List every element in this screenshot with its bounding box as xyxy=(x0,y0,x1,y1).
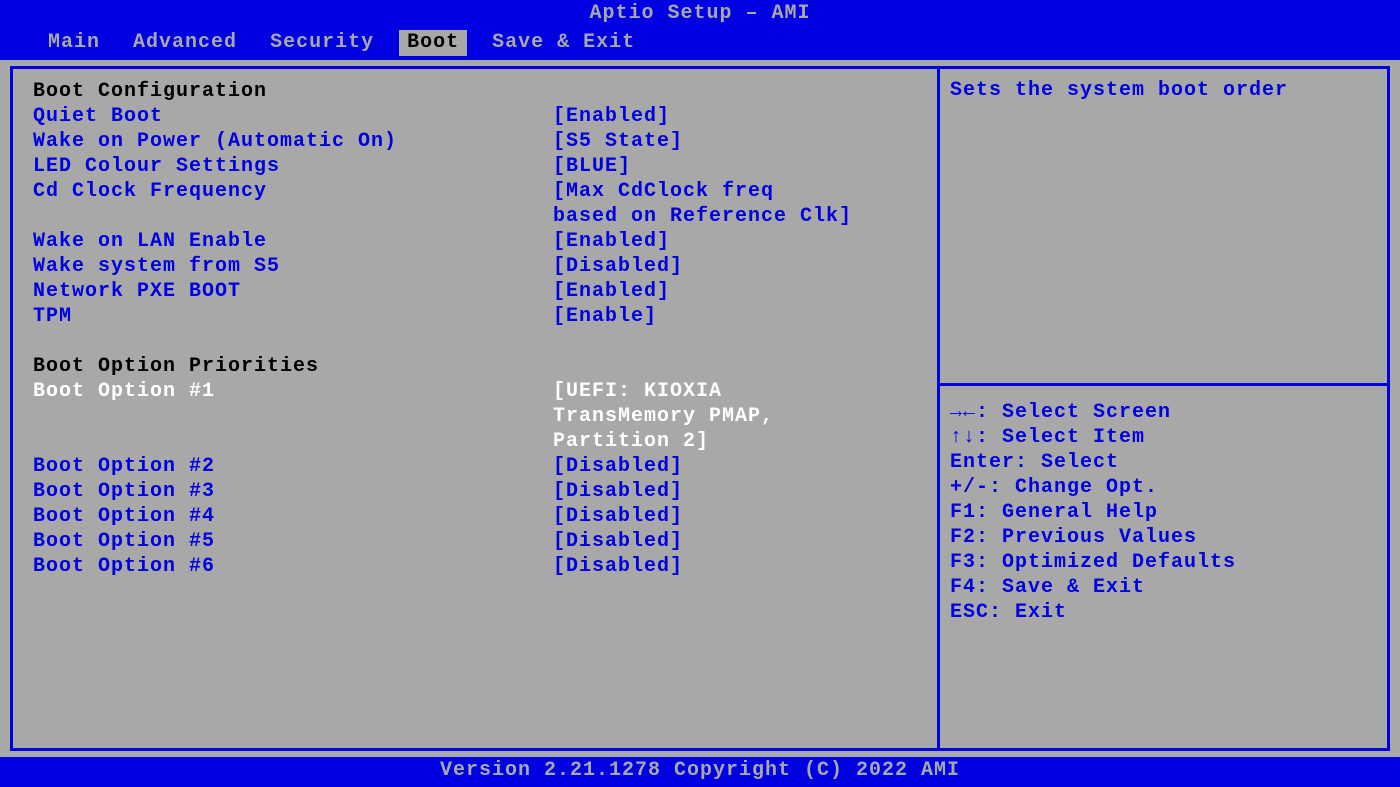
help-panel: Sets the system boot order →←: Select Sc… xyxy=(940,66,1390,751)
help-key-select-item: ↑↓: Select Item xyxy=(950,425,1377,450)
setting-boot-option-1-cont: TransMemory PMAP, xyxy=(33,404,917,429)
setting-value: [Enabled] xyxy=(553,229,917,254)
main-area: Boot Configuration Quiet Boot [Enabled] … xyxy=(0,60,1400,757)
bios-title: Aptio Setup – AMI xyxy=(589,2,810,25)
setting-cd-clock-cont: based on Reference Clk] xyxy=(33,204,917,229)
setting-label: Network PXE BOOT xyxy=(33,279,553,304)
setting-label: Wake system from S5 xyxy=(33,254,553,279)
tab-security[interactable]: Security xyxy=(262,30,382,56)
setting-label: Boot Option #1 xyxy=(33,379,553,404)
setting-value: [Disabled] xyxy=(553,454,917,479)
version-text: Version 2.21.1278 Copyright (C) 2022 AMI xyxy=(440,759,960,782)
tab-save-exit[interactable]: Save & Exit xyxy=(484,30,643,56)
setting-label: Cd Clock Frequency xyxy=(33,179,553,204)
setting-value: [S5 State] xyxy=(553,129,917,154)
section-heading-boot-config: Boot Configuration xyxy=(33,79,917,104)
setting-boot-option-3[interactable]: Boot Option #3 [Disabled] xyxy=(33,479,917,504)
setting-value: Partition 2] xyxy=(553,429,917,454)
setting-wake-s5[interactable]: Wake system from S5 [Disabled] xyxy=(33,254,917,279)
setting-value: [Disabled] xyxy=(553,554,917,579)
setting-value: based on Reference Clk] xyxy=(553,204,917,229)
setting-value: [Disabled] xyxy=(553,529,917,554)
help-key-change: +/-: Change Opt. xyxy=(950,475,1377,500)
help-divider xyxy=(940,383,1387,386)
setting-value: [Max CdClock freq xyxy=(553,179,917,204)
setting-label: Boot Option #3 xyxy=(33,479,553,504)
setting-wake-on-lan[interactable]: Wake on LAN Enable [Enabled] xyxy=(33,229,917,254)
setting-boot-option-1[interactable]: Boot Option #1 [UEFI: KIOXIA xyxy=(33,379,917,404)
setting-value: [UEFI: KIOXIA xyxy=(553,379,917,404)
setting-label: Boot Option #5 xyxy=(33,529,553,554)
setting-label: Boot Option #2 xyxy=(33,454,553,479)
setting-value: [Disabled] xyxy=(553,479,917,504)
setting-value: TransMemory PMAP, xyxy=(553,404,917,429)
setting-wake-on-power[interactable]: Wake on Power (Automatic On) [S5 State] xyxy=(33,129,917,154)
bios-header: Aptio Setup – AMI xyxy=(0,0,1400,28)
help-key-enter: Enter: Select xyxy=(950,450,1377,475)
setting-boot-option-1-cont2: Partition 2] xyxy=(33,429,917,454)
tab-bar: Main Advanced Security Boot Save & Exit xyxy=(0,28,1400,60)
setting-label: Quiet Boot xyxy=(33,104,553,129)
setting-label: LED Colour Settings xyxy=(33,154,553,179)
tab-boot[interactable]: Boot xyxy=(399,30,467,56)
spacer xyxy=(33,329,917,354)
setting-boot-option-4[interactable]: Boot Option #4 [Disabled] xyxy=(33,504,917,529)
setting-value: [Enable] xyxy=(553,304,917,329)
help-key-select-screen: →←: Select Screen xyxy=(950,400,1377,425)
setting-value: [Enabled] xyxy=(553,279,917,304)
setting-label xyxy=(33,204,553,229)
setting-boot-option-6[interactable]: Boot Option #6 [Disabled] xyxy=(33,554,917,579)
setting-boot-option-5[interactable]: Boot Option #5 [Disabled] xyxy=(33,529,917,554)
setting-label: Boot Option #6 xyxy=(33,554,553,579)
bios-footer: Version 2.21.1278 Copyright (C) 2022 AMI xyxy=(0,757,1400,787)
help-description: Sets the system boot order xyxy=(950,79,1377,379)
setting-label: Wake on Power (Automatic On) xyxy=(33,129,553,154)
setting-value: [Enabled] xyxy=(553,104,917,129)
setting-cd-clock[interactable]: Cd Clock Frequency [Max CdClock freq xyxy=(33,179,917,204)
setting-value: [BLUE] xyxy=(553,154,917,179)
help-key-f3: F3: Optimized Defaults xyxy=(950,550,1377,575)
setting-boot-option-2[interactable]: Boot Option #2 [Disabled] xyxy=(33,454,917,479)
setting-value: [Disabled] xyxy=(553,254,917,279)
tab-main[interactable]: Main xyxy=(40,30,108,56)
help-key-f1: F1: General Help xyxy=(950,500,1377,525)
section-heading-boot-priorities: Boot Option Priorities xyxy=(33,354,917,379)
setting-value: [Disabled] xyxy=(553,504,917,529)
setting-label: TPM xyxy=(33,304,553,329)
setting-quiet-boot[interactable]: Quiet Boot [Enabled] xyxy=(33,104,917,129)
setting-label xyxy=(33,404,553,429)
tab-advanced[interactable]: Advanced xyxy=(125,30,245,56)
help-key-esc: ESC: Exit xyxy=(950,600,1377,625)
help-key-f4: F4: Save & Exit xyxy=(950,575,1377,600)
setting-label xyxy=(33,429,553,454)
setting-pxe-boot[interactable]: Network PXE BOOT [Enabled] xyxy=(33,279,917,304)
help-keys: →←: Select Screen ↑↓: Select Item Enter:… xyxy=(950,390,1377,625)
help-key-f2: F2: Previous Values xyxy=(950,525,1377,550)
setting-tpm[interactable]: TPM [Enable] xyxy=(33,304,917,329)
setting-led-colour[interactable]: LED Colour Settings [BLUE] xyxy=(33,154,917,179)
setting-label: Wake on LAN Enable xyxy=(33,229,553,254)
setting-label: Boot Option #4 xyxy=(33,504,553,529)
settings-panel: Boot Configuration Quiet Boot [Enabled] … xyxy=(10,66,940,751)
